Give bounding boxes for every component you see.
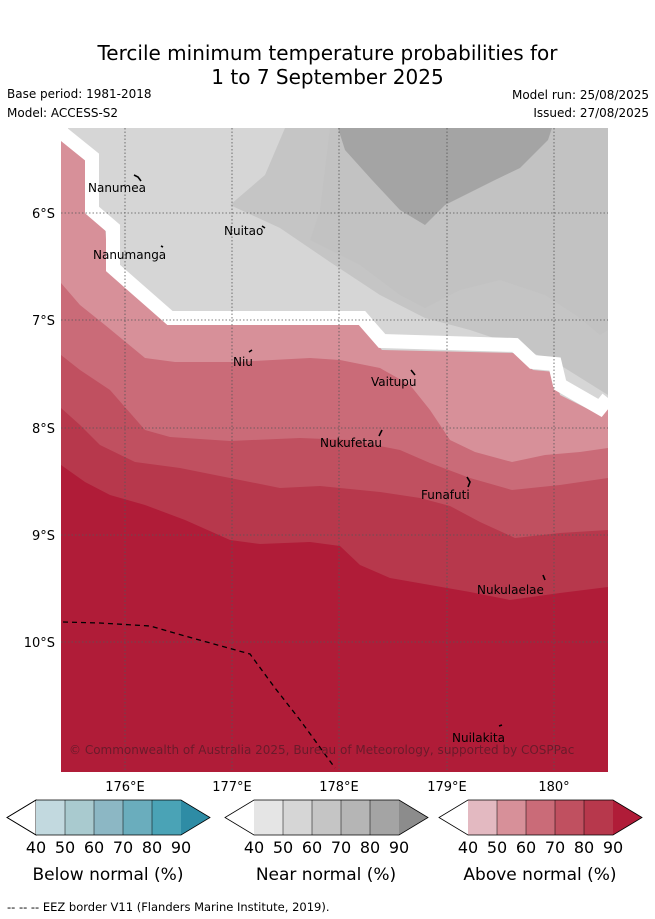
legend-title-below: Below normal (%) (33, 865, 184, 885)
title-line-1: Tercile minimum temperature probabilitie… (97, 41, 558, 65)
lon-label: 178°E (319, 780, 359, 795)
lat-label: 8°S (32, 422, 55, 437)
legend-tick: 60 (516, 838, 536, 857)
legend-tick: 70 (113, 838, 133, 857)
legend-tick: 90 (603, 838, 623, 857)
legend-tick: 90 (171, 838, 191, 857)
legend-tick: 80 (360, 838, 380, 857)
place-labels: Nanumea Nuitao Nanumanga Niu Vaitupu Nuk… (88, 181, 544, 745)
legend-tick: 80 (574, 838, 594, 857)
legend-tick: 50 (55, 838, 75, 857)
category-boundary (61, 128, 608, 418)
legend-tick: 40 (458, 838, 478, 857)
eez-border (62, 621, 336, 769)
lat-label: 6°S (32, 207, 55, 222)
zone-above-90 (61, 465, 608, 772)
legend-tick: 60 (84, 838, 104, 857)
place-nuilakita: Nuilakita (452, 731, 505, 745)
lon-label: 179°E (427, 780, 467, 795)
base-period: Base period: 1981-2018 (7, 87, 152, 101)
legend-near-normal: 40 50 60 70 80 90 Near normal (%) (224, 799, 429, 885)
legend-below-normal: 40 50 60 70 80 90 Below normal (%) (6, 799, 211, 885)
lon-label: 180° (538, 780, 569, 795)
legend-title-near: Near normal (%) (256, 865, 396, 885)
place-niu: Niu (233, 355, 253, 369)
lat-label: 10°S (24, 636, 55, 651)
model-run: Model run: 25/08/2025 (511, 88, 649, 102)
place-funafuti: Funafuti (421, 488, 470, 502)
graticule (61, 128, 608, 772)
eez-footnote: -- -- -- EEZ border V11 (Flanders Marine… (7, 900, 330, 914)
longitude-labels: 176°E 177°E 178°E 179°E 180° (105, 780, 569, 795)
lat-label: 7°S (32, 314, 55, 329)
legend-tick: 40 (26, 838, 46, 857)
legend-tick: 50 (273, 838, 293, 857)
legend-above-normal: 40 50 60 70 80 90 Above normal (%) (438, 799, 643, 885)
model-name: Model: ACCESS-S2 (7, 106, 119, 120)
island-shapes (133, 174, 546, 727)
legend-tick: 90 (389, 838, 409, 857)
lat-label: 9°S (32, 529, 55, 544)
zone-near-80 (338, 128, 552, 225)
legend-tick: 70 (545, 838, 565, 857)
place-nuitao: Nuitao (224, 224, 263, 238)
legend-title-above: Above normal (%) (463, 865, 616, 885)
place-nanumea: Nanumea (88, 181, 146, 195)
place-nukulaelae: Nukulaelae (477, 583, 544, 597)
probability-fill: Nanumea Nuitao Nanumanga Niu Vaitupu Nuk… (61, 128, 608, 772)
issued-date: Issued: 27/08/2025 (533, 106, 649, 120)
copyright-credit: © Commonwealth of Australia 2025, Bureau… (69, 743, 574, 757)
place-nukufetau: Nukufetau (320, 436, 382, 450)
title-line-2: 1 to 7 September 2025 (211, 65, 444, 89)
legend-tick: 50 (487, 838, 507, 857)
legend-tick: 80 (142, 838, 162, 857)
lon-label: 176°E (105, 780, 145, 795)
legend-tick: 40 (244, 838, 264, 857)
legend-tick: 60 (302, 838, 322, 857)
legend-tick: 70 (331, 838, 351, 857)
place-nanumanga: Nanumanga (93, 248, 166, 262)
latitude-labels: 6°S 7°S 8°S 9°S 10°S (24, 207, 55, 651)
place-vaitupu: Vaitupu (371, 375, 417, 389)
lon-label: 177°E (212, 780, 252, 795)
